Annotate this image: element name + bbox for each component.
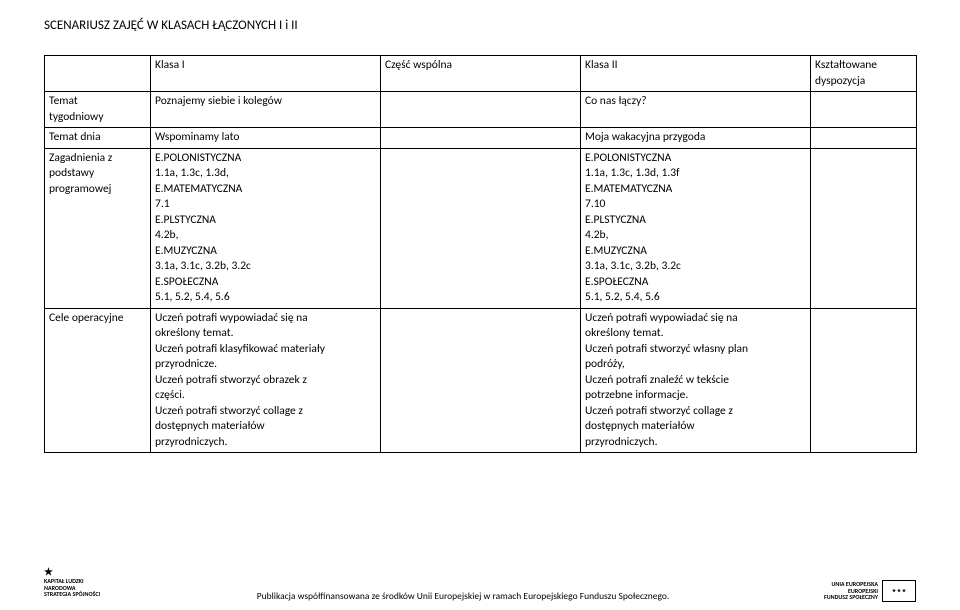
eu-flag-icon: ⋆⋆⋆ <box>882 580 916 602</box>
cell: Klasa II <box>581 56 811 92</box>
cell <box>381 92 581 128</box>
eu-line3: FUNDUSZ SPOŁECZNY <box>824 594 878 601</box>
cell <box>811 128 917 149</box>
cell: Kształtowane dyspozycja <box>811 56 917 92</box>
cell <box>45 56 151 92</box>
eu-text: UNIA EUROPEJSKA EUROPEJSKI FUNDUSZ SPOŁE… <box>824 581 878 601</box>
cell: Moja wakacyjna przygoda <box>581 128 811 149</box>
main-table: Klasa I Część wspólna Klasa II Kształtow… <box>44 55 917 453</box>
cell: Zagadnienia z podstawy programowej <box>45 148 151 308</box>
cell: E.POLONISTYCZNA 1.1a, 1.3c, 1.3d, 1.3f E… <box>581 148 811 308</box>
cell: Uczeń potrafi wypowiadać się na określon… <box>151 308 381 453</box>
table-row: Klasa I Część wspólna Klasa II Kształtow… <box>45 56 917 92</box>
cell: Poznajemy siebie i kolegów <box>151 92 381 128</box>
footer-center-text: Publikacja współfinansowana ze środków U… <box>102 590 824 602</box>
cell: Klasa I <box>151 56 381 92</box>
table-row: Temat tygodniowy Poznajemy siebie i kole… <box>45 92 917 128</box>
document-title: SCENARIUSZ ZAJĘĆ W KLASACH ŁĄCZONYCH I i… <box>44 18 916 33</box>
table-row: Zagadnienia z podstawy programowej E.POL… <box>45 148 917 308</box>
footer-left-logo: ★ KAPITAŁ LUDZKI NARODOWA STRATEGIA SPÓJ… <box>44 562 102 602</box>
cell: Wspominamy lato <box>151 128 381 149</box>
table-row: Temat dnia Wspominamy lato Moja wakacyjn… <box>45 128 917 149</box>
table-row: Cele operacyjne Uczeń potrafi wypowiadać… <box>45 308 917 453</box>
cell <box>381 308 581 453</box>
cell <box>811 308 917 453</box>
cell: E.POLONISTYCZNA 1.1a, 1.3c, 1.3d, E.MATE… <box>151 148 381 308</box>
cell <box>811 148 917 308</box>
eu-logo: UNIA EUROPEJSKA EUROPEJSKI FUNDUSZ SPOŁE… <box>824 580 916 602</box>
cell <box>811 92 917 128</box>
cell <box>381 128 581 149</box>
eu-stars-icon: ⋆⋆⋆ <box>891 587 906 596</box>
kapital-ludzki-logo: ★ KAPITAŁ LUDZKI NARODOWA STRATEGIA SPÓJ… <box>44 562 102 602</box>
cell: Uczeń potrafi wypowiadać się na określon… <box>581 308 811 453</box>
cell: Temat dnia <box>45 128 151 149</box>
cell: Co nas łączy? <box>581 92 811 128</box>
cell: Temat tygodniowy <box>45 92 151 128</box>
cell: Część wspólna <box>381 56 581 92</box>
kl-line2: NARODOWA STRATEGIA SPÓJNOŚCI <box>44 585 102 598</box>
footer: ★ KAPITAŁ LUDZKI NARODOWA STRATEGIA SPÓJ… <box>44 562 916 602</box>
cell <box>381 148 581 308</box>
cell: Cele operacyjne <box>45 308 151 453</box>
star-icon: ★ <box>44 567 51 578</box>
